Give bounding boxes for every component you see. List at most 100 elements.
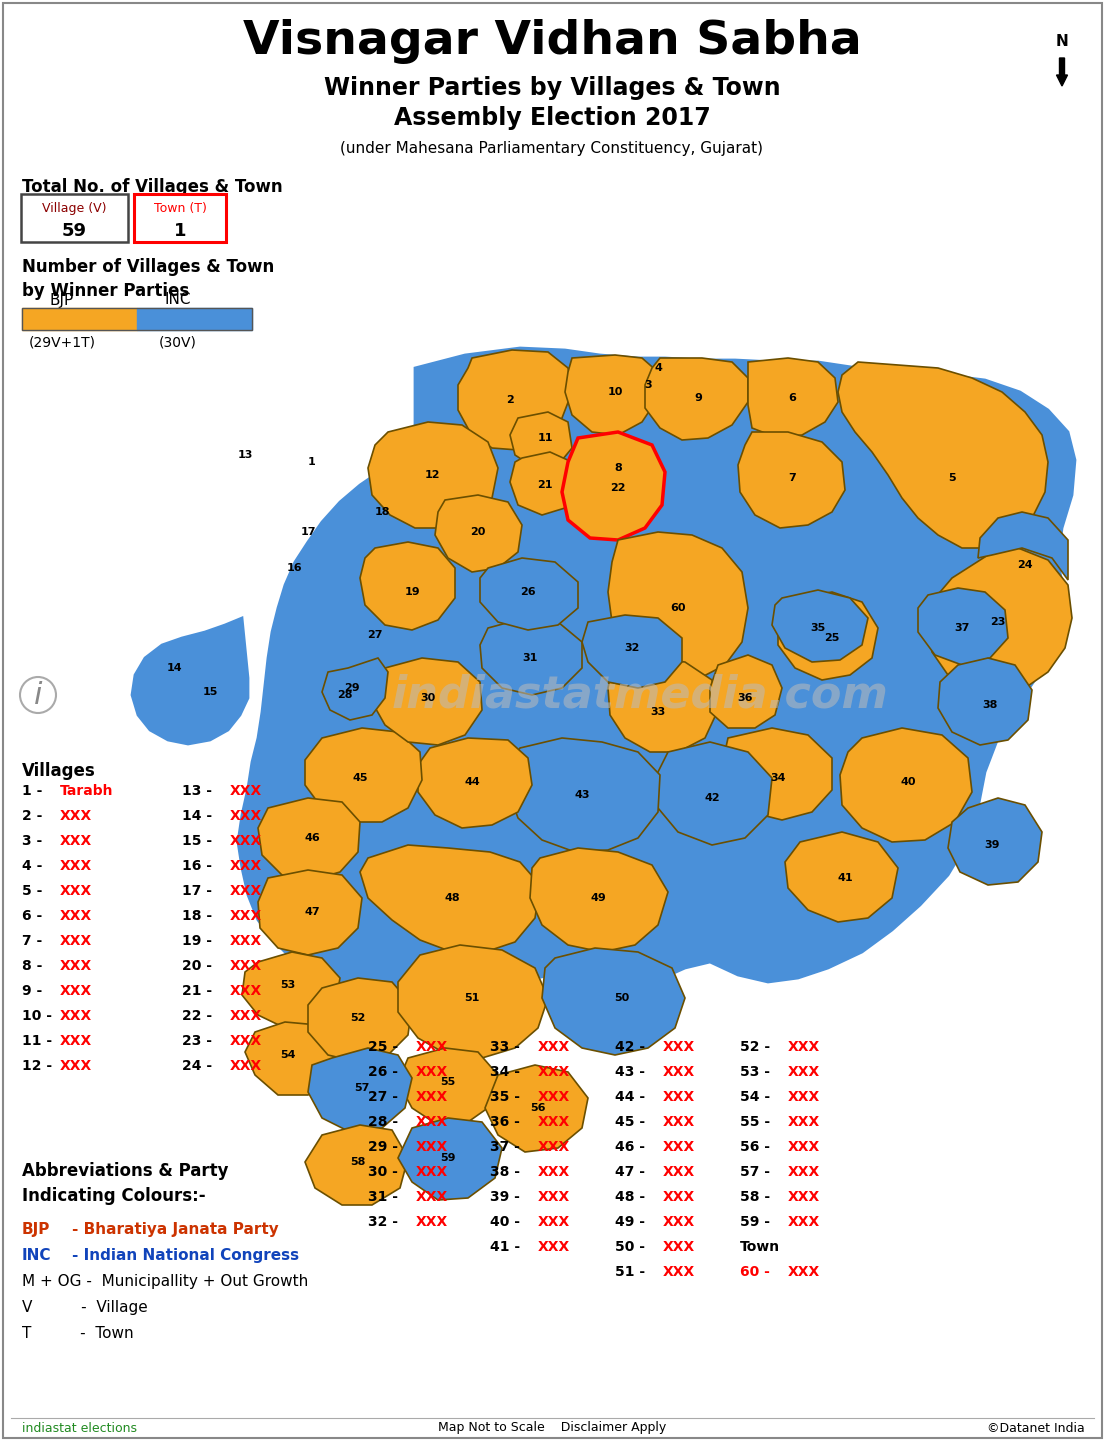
- Text: XXX: XXX: [538, 1040, 570, 1053]
- Text: 22: 22: [610, 483, 625, 493]
- Polygon shape: [772, 589, 869, 661]
- Polygon shape: [480, 558, 578, 630]
- Text: 51 -: 51 -: [615, 1265, 645, 1280]
- Text: XXX: XXX: [788, 1089, 820, 1104]
- Text: 19: 19: [404, 586, 420, 597]
- Text: 30: 30: [420, 693, 435, 703]
- Text: 13: 13: [238, 450, 253, 460]
- Text: 20 -: 20 -: [182, 960, 212, 973]
- Polygon shape: [918, 588, 1008, 664]
- Text: 25: 25: [824, 633, 840, 643]
- Text: 1: 1: [308, 457, 316, 467]
- Text: 8: 8: [614, 463, 622, 473]
- Text: 19 -: 19 -: [182, 934, 212, 948]
- Text: 30 -: 30 -: [368, 1164, 398, 1179]
- Text: 23 -: 23 -: [182, 1035, 212, 1048]
- Text: XXX: XXX: [415, 1065, 449, 1079]
- Polygon shape: [748, 357, 838, 438]
- Text: 39: 39: [985, 840, 1000, 850]
- Text: XXX: XXX: [415, 1040, 449, 1053]
- Text: 15 -: 15 -: [182, 834, 212, 847]
- Text: XXX: XXX: [60, 834, 92, 847]
- Text: Village (V): Village (V): [42, 202, 106, 215]
- Text: XXX: XXX: [60, 934, 92, 948]
- Text: Visnagar Vidhan Sabha: Visnagar Vidhan Sabha: [243, 20, 862, 65]
- Text: XXX: XXX: [663, 1241, 695, 1254]
- Text: 8 -: 8 -: [22, 960, 42, 973]
- Text: 55: 55: [441, 1076, 455, 1087]
- Text: XXX: XXX: [230, 1009, 262, 1023]
- Text: XXX: XXX: [663, 1140, 695, 1154]
- Text: 7: 7: [788, 473, 796, 483]
- Polygon shape: [541, 948, 685, 1055]
- Text: BJP: BJP: [22, 1222, 51, 1236]
- Text: 12 -: 12 -: [22, 1059, 52, 1074]
- Text: 1: 1: [173, 222, 187, 241]
- Polygon shape: [511, 452, 578, 514]
- Polygon shape: [565, 354, 657, 435]
- Polygon shape: [608, 532, 748, 680]
- Text: 3 -: 3 -: [22, 834, 42, 847]
- Text: 34: 34: [770, 772, 786, 782]
- Text: XXX: XXX: [538, 1215, 570, 1229]
- Text: Number of Villages & Town
by Winner Parties: Number of Villages & Town by Winner Part…: [22, 258, 274, 300]
- Text: 28 -: 28 -: [368, 1115, 398, 1128]
- Text: 11: 11: [537, 432, 552, 442]
- Text: 53 -: 53 -: [740, 1065, 770, 1079]
- Text: 22 -: 22 -: [182, 1009, 212, 1023]
- Text: 48 -: 48 -: [615, 1190, 645, 1205]
- Text: 42: 42: [704, 793, 719, 803]
- Polygon shape: [398, 945, 548, 1058]
- Text: 46: 46: [304, 833, 319, 843]
- Text: 10 -: 10 -: [22, 1009, 52, 1023]
- Text: (under Mahesana Parliamentary Constituency, Gujarat): (under Mahesana Parliamentary Constituen…: [340, 141, 764, 156]
- Text: INC: INC: [165, 293, 191, 307]
- Text: 34 -: 34 -: [490, 1065, 520, 1079]
- Polygon shape: [457, 350, 572, 450]
- Polygon shape: [562, 432, 665, 540]
- Text: XXX: XXX: [538, 1164, 570, 1179]
- Text: XXX: XXX: [663, 1065, 695, 1079]
- Text: XXX: XXX: [788, 1190, 820, 1205]
- Text: XXX: XXX: [788, 1140, 820, 1154]
- Text: XXX: XXX: [788, 1215, 820, 1229]
- Text: 39 -: 39 -: [490, 1190, 519, 1205]
- Text: XXX: XXX: [230, 834, 262, 847]
- Text: 16 -: 16 -: [182, 859, 212, 873]
- Text: 14 -: 14 -: [182, 808, 212, 823]
- Text: 57 -: 57 -: [740, 1164, 770, 1179]
- Text: 49: 49: [590, 893, 606, 904]
- Text: 40 -: 40 -: [490, 1215, 520, 1229]
- Text: 53: 53: [281, 980, 296, 990]
- Text: 32: 32: [624, 643, 640, 653]
- Text: 35: 35: [810, 623, 825, 633]
- Text: XXX: XXX: [230, 784, 262, 798]
- Text: XXX: XXX: [415, 1115, 449, 1128]
- Polygon shape: [840, 728, 972, 842]
- Text: 2 -: 2 -: [22, 808, 42, 823]
- Text: XXX: XXX: [230, 1059, 262, 1074]
- Text: Tarabh: Tarabh: [60, 784, 114, 798]
- Text: XXX: XXX: [60, 1059, 92, 1074]
- Text: XXX: XXX: [230, 883, 262, 898]
- Text: 27: 27: [367, 630, 382, 640]
- Text: XXX: XXX: [663, 1115, 695, 1128]
- Text: Town: Town: [740, 1241, 780, 1254]
- Polygon shape: [645, 357, 748, 440]
- Text: 10: 10: [608, 388, 623, 398]
- Polygon shape: [778, 592, 878, 680]
- Text: XXX: XXX: [60, 960, 92, 973]
- Text: 31: 31: [523, 653, 538, 663]
- Text: XXX: XXX: [415, 1215, 449, 1229]
- Text: 5: 5: [948, 473, 956, 483]
- FancyBboxPatch shape: [134, 195, 227, 242]
- Text: 25 -: 25 -: [368, 1040, 398, 1053]
- Text: 29: 29: [344, 683, 360, 693]
- Text: (29V+1T): (29V+1T): [29, 334, 95, 349]
- Polygon shape: [242, 953, 340, 1027]
- Text: XXX: XXX: [230, 960, 262, 973]
- Text: 54 -: 54 -: [740, 1089, 770, 1104]
- Text: 52 -: 52 -: [740, 1040, 770, 1053]
- Text: 42 -: 42 -: [615, 1040, 645, 1053]
- Text: XXX: XXX: [230, 859, 262, 873]
